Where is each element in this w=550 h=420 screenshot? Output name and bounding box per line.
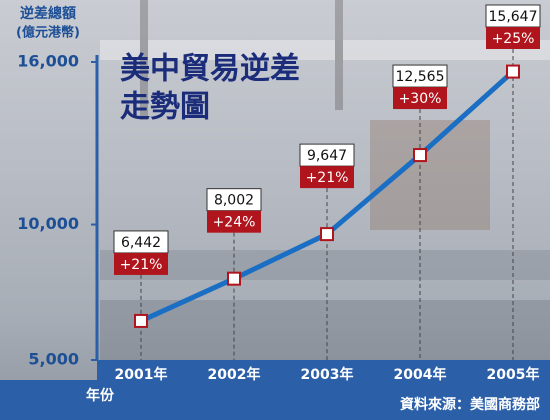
- growth-label-box: [207, 210, 261, 233]
- footer-band: [97, 360, 550, 420]
- marker: [227, 271, 241, 286]
- marker: [413, 148, 427, 163]
- growth-label-box: [393, 87, 447, 110]
- photo-texture: [100, 0, 550, 360]
- value-label: 12,565: [396, 69, 445, 85]
- x-tick-label: 2002年: [208, 366, 261, 383]
- marker: [320, 227, 334, 242]
- x-tick-label: 2003年: [301, 366, 354, 383]
- growth-label: +21%: [306, 170, 349, 186]
- marker: [134, 313, 148, 328]
- growth-label-box: [300, 166, 354, 189]
- growth-label: +21%: [120, 257, 163, 273]
- y-tick-label: 16,000: [17, 52, 79, 71]
- y-axis-title: 逆差總額: [20, 5, 76, 22]
- value-label: 9,647: [307, 148, 347, 164]
- growth-label: +30%: [399, 91, 442, 107]
- y-axis-unit: (億元港幣): [16, 25, 80, 41]
- growth-label: +24%: [213, 215, 256, 231]
- x-tick-label: 2004年: [394, 366, 447, 383]
- value-label: 6,442: [121, 235, 161, 251]
- marker: [506, 64, 520, 79]
- growth-label-box: [114, 252, 168, 275]
- growth-label: +25%: [492, 31, 535, 47]
- x-tick-label: 2005年: [487, 366, 540, 383]
- value-label: 15,647: [489, 9, 538, 25]
- growth-label-box: [486, 27, 540, 49]
- footer-band: [0, 380, 97, 420]
- x-axis-title: 年份: [86, 387, 115, 404]
- y-tick-label: 5,000: [28, 350, 79, 369]
- x-tick-label: 2001年: [115, 366, 168, 383]
- value-label: 8,002: [214, 193, 254, 209]
- source-note: 資料來源：美國商務部: [400, 396, 540, 413]
- y-tick-label: 10,000: [17, 214, 79, 233]
- chart-title: 美中貿易逆差: [120, 52, 300, 87]
- chart-subtitle: 走勢圖: [120, 90, 210, 125]
